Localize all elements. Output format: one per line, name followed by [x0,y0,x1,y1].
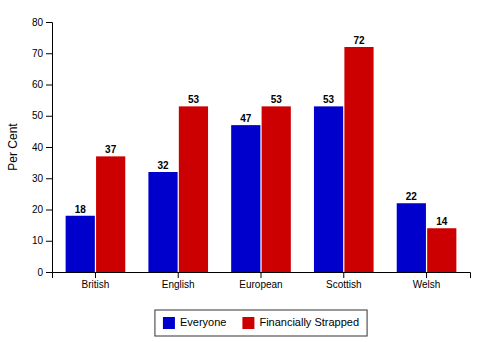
y-tick-label: 60 [32,79,44,90]
chart: 0 10 20 30 40 50 60 70 80 British English European S… [0,0,486,342]
bar [231,125,260,272]
y-tick-mark [46,241,52,242]
x-tick-mark [426,272,427,278]
plot: 0 10 20 30 40 50 60 70 80 British English European S… [32,17,471,290]
y-axis-line [46,23,53,273]
y-tick: 30 [32,173,52,184]
y-tick-label: 80 [32,17,44,28]
y-tick-mark [46,178,52,179]
y-tick: 60 [32,79,52,90]
data-label: 72 [353,35,365,46]
data-label: 47 [240,113,252,124]
legend-label: Financially Strapped [259,316,359,328]
bar [314,106,343,272]
x-tick: Scottish [326,272,362,290]
bar [427,228,456,272]
y-tick-mark [46,147,52,148]
y-tick-label: 30 [32,173,44,184]
data-label: 18 [75,204,87,215]
y-tick: 80 [32,17,52,28]
y-tick-mark [46,22,52,23]
data-labels: 18 32 47 53 22 37 53 53 72 14 [75,35,448,227]
y-tick-label: 10 [32,235,44,246]
y-axis: 0 10 20 30 40 50 60 70 80 [32,17,53,278]
y-tick-label: 50 [32,110,44,121]
bar [397,203,426,272]
data-label: 37 [105,144,117,155]
bars [66,47,457,272]
y-tick-mark [46,116,52,117]
x-tick: European [239,272,282,290]
y-tick-label: 70 [32,48,44,59]
bar [96,156,125,272]
x-tick-label: Scottish [326,279,362,290]
x-axis: British English European Scottish Welsh [53,272,471,290]
data-label: 53 [271,94,283,105]
legend-frame [155,310,367,336]
y-axis-title: Per Cent [6,123,20,171]
bar [148,172,177,272]
y-tick-mark [46,53,52,54]
y-tick: 20 [32,204,52,215]
y-tick: 10 [32,235,52,246]
y-tick: 70 [32,48,52,59]
legend-label: Everyone [180,316,226,328]
y-tick: 0 [37,267,52,278]
x-tick-label: Welsh [413,279,441,290]
data-label: 32 [157,160,169,171]
data-label: 14 [436,216,448,227]
x-tick: English [162,272,195,290]
y-tick-label: 20 [32,204,44,215]
x-tick: British [82,272,110,290]
y-tick: 50 [32,110,52,121]
data-label: 53 [188,94,200,105]
x-axis-line [53,273,471,279]
x-tick-mark [261,272,262,278]
x-tick-mark [178,272,179,278]
data-label: 53 [323,94,335,105]
y-tick-mark [46,85,52,86]
legend-swatch [242,317,254,329]
x-tick-mark [343,272,344,278]
y-tick-label: 0 [37,267,43,278]
x-tick-mark [95,272,96,278]
bar [344,47,373,272]
x-tick-label: English [162,279,195,290]
y-tick-mark [46,272,52,273]
x-tick: Welsh [413,272,441,290]
y-tick: 40 [32,142,52,153]
legend-swatch [163,317,175,329]
legend: Everyone Financially Strapped [155,310,367,336]
x-tick-label: European [239,279,282,290]
bar [179,106,208,272]
bar [262,106,291,272]
y-tick-label: 40 [32,142,44,153]
bar [66,216,95,272]
y-tick-mark [46,210,52,211]
data-label: 22 [406,191,418,202]
x-tick-label: British [82,279,110,290]
